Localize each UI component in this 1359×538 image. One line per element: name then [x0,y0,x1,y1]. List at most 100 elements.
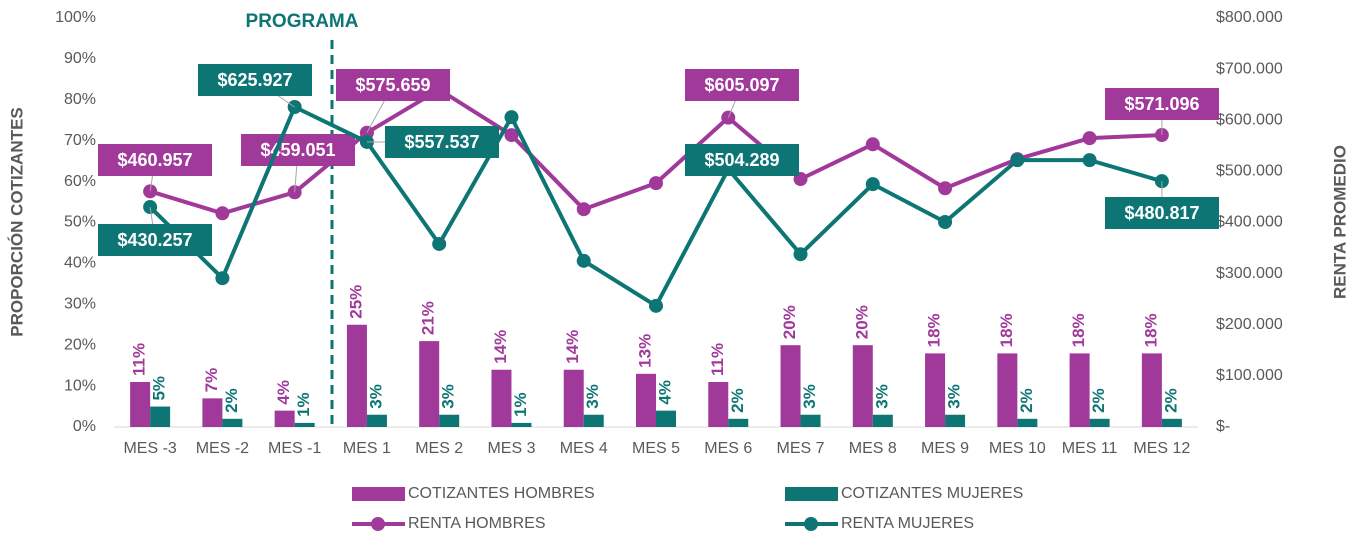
data-label-text: $504.289 [704,150,779,170]
bar-value-label: 3% [366,384,385,409]
data-label-box [685,69,799,101]
x-tick-label: MES 9 [921,440,969,457]
data-label: $459.051 [241,134,355,193]
bar [583,414,604,427]
data-label-text: $625.927 [217,70,292,90]
y2-tick-label: $400.000 [1216,214,1283,231]
y-tick-label: 80% [64,91,96,108]
bar-value-label: 2% [1161,388,1180,413]
data-label: $571.096 [1105,88,1219,136]
bar-value-label: 7% [202,368,221,393]
line-point [215,206,230,221]
bar [202,398,223,427]
bar-value-label: 25% [346,285,365,319]
x-tick-label: MES 4 [560,440,608,457]
bar [491,369,512,427]
bar [130,382,151,427]
y2-tick-label: $300.000 [1216,265,1283,282]
line-point [1082,131,1097,146]
data-label-box [1105,88,1219,120]
bar [563,369,584,427]
bar-value-label: 1% [511,392,530,417]
bar [1089,418,1110,427]
bar [780,345,801,427]
bar [852,345,873,427]
x-tick-label: MES 3 [487,440,535,457]
y-tick-label: 10% [64,377,96,394]
y2-tick-label: $200.000 [1216,316,1283,333]
legend-label: COTIZANTES HOMBRES [408,485,595,502]
bar [945,414,966,427]
annotation: PROGRAMA [246,11,359,32]
bar [656,410,676,427]
data-label-text: $430.257 [117,230,192,250]
line-point [1082,153,1097,168]
y2-tick-label: $800.000 [1216,9,1283,26]
bar-value-label: 11% [708,343,727,376]
bar-value-label: 13% [635,334,654,368]
data-label: $605.097 [685,69,799,118]
bar [636,373,656,427]
legend-marker [371,517,385,531]
data-label: $504.289 [685,144,799,176]
bar [708,382,729,427]
x-tick-label: MES 11 [1062,440,1118,457]
x-tick-label: MES -2 [196,440,249,457]
data-label-text: $557.537 [404,132,479,152]
bar-value-label: 18% [1141,313,1160,347]
bar-value-label: 21% [419,301,438,335]
data-label: $480.817 [1105,181,1219,229]
bar [872,414,893,427]
bar-value-label: 2% [1017,388,1036,413]
bar [274,410,295,427]
x-tick-label: MES 5 [632,440,680,457]
legend-marker [804,517,818,531]
y-tick-label: 0% [73,418,96,435]
bar-value-label: 2% [1089,388,1108,413]
line-point [576,202,591,217]
line-point [432,236,447,251]
y2-tick-label: $- [1216,418,1230,435]
y-axis-label: PROPORCIÓN COTIZANTES [7,107,26,337]
bar-value-label: 5% [150,376,169,401]
x-tick-label: MES 10 [989,440,1046,457]
bar [366,414,387,427]
data-label: $557.537 [366,126,499,158]
data-label-text: $460.957 [117,150,192,170]
y2-tick-label: $500.000 [1216,163,1283,180]
legend-label: RENTA MUJERES [841,515,974,532]
data-label-box [241,134,355,166]
bar-value-label: 18% [1069,313,1088,347]
data-label: $625.927 [198,64,312,108]
y-tick-label: 50% [64,214,96,231]
bar-value-label: 3% [800,384,819,409]
x-tick-label: MES -1 [268,440,321,457]
line-point [504,128,519,143]
bar-value-label: 3% [439,384,458,409]
line-point [504,110,519,125]
legend-label: COTIZANTES MUJERES [841,485,1023,502]
bar-value-label: 20% [852,305,871,339]
line-point [1010,153,1025,168]
bar [1161,418,1182,427]
y2-tick-label: $100.000 [1216,367,1283,384]
line-point [938,214,953,229]
data-label-box [198,64,312,96]
legend-swatch [785,487,838,501]
y-tick-label: 30% [64,296,96,313]
data-label: $575.659 [336,69,450,133]
y2-tick-label: $700.000 [1216,60,1283,77]
bar [419,341,440,427]
line-point [649,298,663,313]
x-tick-label: MES -3 [123,440,176,457]
y2-tick-label: $600.000 [1216,111,1283,128]
line-point [215,271,230,286]
bar [346,324,367,427]
legend-label: RENTA HOMBRES [408,515,546,532]
bar-value-label: 14% [563,330,582,364]
data-label-box [98,224,212,256]
line-point [649,176,663,191]
bar [150,406,171,427]
bar-value-label: 20% [780,305,799,339]
line-point [865,137,880,152]
